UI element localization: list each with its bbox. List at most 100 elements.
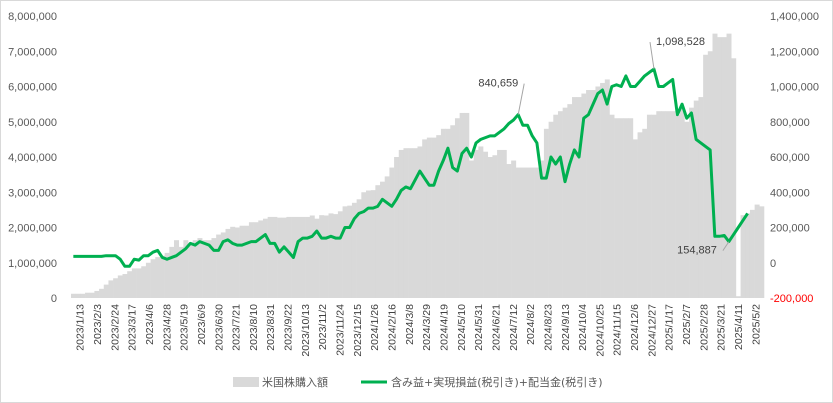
bar — [464, 112, 470, 298]
bar — [604, 79, 610, 298]
bar — [398, 149, 404, 298]
x-tick-label: 2023/10/13 — [300, 304, 312, 357]
bar — [483, 151, 489, 298]
bar — [665, 111, 671, 299]
bar — [174, 240, 179, 298]
bar — [749, 209, 755, 299]
bar — [501, 149, 507, 298]
x-tick-label: 2024/5/10 — [456, 304, 468, 351]
bar — [628, 118, 634, 298]
bar — [277, 217, 283, 298]
bar — [670, 111, 676, 299]
y-right-tick-label: 800,000 — [770, 117, 810, 129]
bar — [576, 97, 582, 298]
bar — [159, 255, 165, 298]
x-tick-label: 2025/3/21 — [716, 304, 728, 351]
bar — [497, 149, 503, 298]
bar — [131, 268, 137, 298]
x-tick-label: 2024/12/6 — [629, 304, 641, 351]
bar — [206, 240, 212, 298]
x-tick-label: 2023/4/6 — [144, 304, 156, 345]
bar — [567, 104, 573, 299]
bar — [759, 206, 765, 298]
y-left-tick-label: 8,000,000 — [8, 11, 57, 23]
bar — [211, 238, 217, 298]
x-tick-label: 2023/1/13 — [75, 304, 87, 351]
bar — [248, 222, 254, 298]
bar — [590, 90, 596, 299]
bar — [244, 225, 250, 298]
bar — [202, 240, 208, 298]
bar — [178, 246, 184, 298]
bar — [394, 157, 400, 298]
bar — [141, 266, 147, 298]
bar-series-group — [71, 33, 765, 299]
x-tick-label: 2024/8/23 — [542, 304, 554, 351]
bar — [333, 214, 339, 298]
bar — [693, 100, 699, 298]
bar — [436, 135, 442, 298]
y-left-tick-label: 0 — [51, 293, 57, 305]
bar — [487, 157, 493, 298]
bar — [600, 82, 606, 298]
y-right-tick-label: 1,200,000 — [770, 46, 819, 58]
bar — [183, 240, 189, 298]
bar — [75, 293, 81, 298]
y-right-tick-label: 200,000 — [770, 223, 810, 235]
bar — [412, 148, 418, 298]
bar — [660, 111, 666, 299]
bar — [89, 292, 95, 298]
bar — [309, 215, 315, 298]
bar — [225, 228, 231, 298]
legend-label-bar: 米国株購入額 — [262, 375, 328, 389]
bar — [557, 111, 563, 299]
bar — [136, 268, 142, 298]
bar — [525, 167, 531, 298]
leader-line — [517, 83, 525, 115]
bar — [520, 167, 526, 298]
bar — [389, 167, 395, 298]
y-left-tick-label: 1,000,000 — [8, 258, 57, 270]
bar — [721, 37, 727, 299]
bar — [103, 284, 109, 298]
x-tick-label: 2024/6/21 — [491, 304, 503, 351]
bar — [712, 33, 718, 299]
bar — [609, 114, 615, 298]
bar — [113, 278, 119, 298]
bar — [319, 215, 325, 298]
bar — [539, 160, 545, 298]
bar — [581, 93, 587, 298]
bar — [188, 244, 194, 298]
bar — [272, 216, 278, 298]
x-tick-label: 2023/11/2 — [317, 304, 329, 350]
legend-label-line: 含み益+実現損益(税引き)+配当金(税引き) — [391, 375, 603, 389]
x-tick-label: 2023/2/24 — [109, 304, 121, 351]
bar — [370, 190, 376, 298]
bar — [473, 149, 479, 298]
data-label: 154,887 — [677, 245, 717, 257]
bar — [469, 160, 474, 298]
bar — [646, 114, 652, 298]
x-tick-label: 2024/5/31 — [473, 304, 485, 351]
bar — [281, 217, 287, 298]
x-tick-label: 2024/3/29 — [421, 304, 433, 351]
x-tick-label: 2024/7/12 — [508, 304, 520, 351]
bar — [295, 216, 301, 298]
bar — [745, 213, 751, 298]
bar — [155, 257, 161, 298]
x-tick-label: 2024/10/25 — [594, 304, 606, 357]
bar — [99, 288, 105, 298]
bar — [735, 296, 741, 298]
x-tick-label: 2023/11/24 — [335, 304, 347, 356]
y-right-tick-label: -200,000 — [770, 293, 813, 305]
legend: 米国株購入額 含み益+実現損益(税引き)+配当金(税引き) — [233, 375, 603, 389]
bar — [689, 107, 695, 299]
bar — [623, 118, 629, 298]
x-tick-label: 2024/4/19 — [439, 304, 451, 351]
bar — [675, 114, 681, 298]
bar — [651, 114, 657, 298]
bar — [731, 58, 737, 298]
bar — [595, 86, 601, 298]
